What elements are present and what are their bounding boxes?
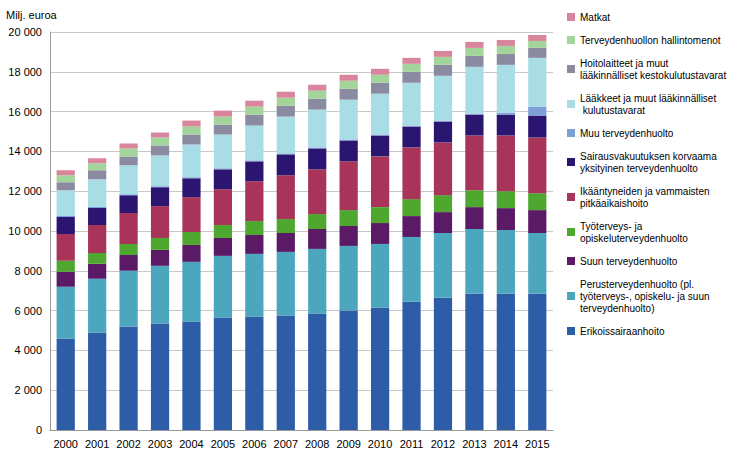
svg-text:Milj. euroa: Milj. euroa — [6, 9, 58, 21]
svg-text:Suun terveydenhuolto: Suun terveydenhuolto — [580, 256, 678, 267]
svg-text:2000: 2000 — [53, 438, 77, 450]
svg-text:2008: 2008 — [305, 438, 329, 450]
svg-text:Sairausvakuutuksen korvaama: Sairausvakuutuksen korvaama — [580, 151, 720, 162]
svg-text:0: 0 — [36, 424, 42, 436]
svg-text:Ikääntyneiden ja vammaisten: Ikääntyneiden ja vammaisten — [580, 186, 712, 197]
svg-text:8 000: 8 000 — [14, 265, 42, 277]
svg-text:10 000: 10 000 — [8, 225, 42, 237]
svg-text:12 000: 12 000 — [8, 185, 42, 197]
svg-text:2013: 2013 — [462, 438, 486, 450]
svg-text:2007: 2007 — [274, 438, 298, 450]
svg-text:2001: 2001 — [85, 438, 109, 450]
svg-text:Työterveys- ja: Työterveys- ja — [580, 221, 645, 232]
svg-text:2012: 2012 — [431, 438, 455, 450]
svg-text:Erikoissairaanhoito: Erikoissairaanhoito — [580, 326, 665, 337]
svg-text:2003: 2003 — [148, 438, 172, 450]
svg-text:työterveys-, opiskelu- ja suun: työterveys-, opiskelu- ja suun — [580, 291, 712, 302]
svg-text:Matkat: Matkat — [580, 12, 610, 23]
svg-text:Hoitolaitteet ja muut: Hoitolaitteet ja muut — [580, 58, 671, 69]
svg-text:lääkinnälliset kestokulutustav: lääkinnälliset kestokulutustavarat — [580, 70, 726, 81]
svg-text:2002: 2002 — [116, 438, 140, 450]
svg-text:16 000: 16 000 — [8, 106, 42, 118]
svg-text:2010: 2010 — [368, 438, 392, 450]
svg-text:2014: 2014 — [494, 438, 518, 450]
svg-text:Muu terveydenhuolto: Muu terveydenhuolto — [580, 128, 674, 139]
svg-text:18 000: 18 000 — [8, 66, 42, 78]
svg-text:4 000: 4 000 — [14, 344, 42, 356]
svg-text:2004: 2004 — [179, 438, 203, 450]
svg-text:6 000: 6 000 — [14, 305, 42, 317]
svg-text:14 000: 14 000 — [8, 145, 42, 157]
svg-text:yksityinen terveydenhuolto: yksityinen terveydenhuolto — [580, 163, 698, 174]
svg-text:2011: 2011 — [400, 438, 424, 450]
svg-text:kulutustavarat: kulutustavarat — [580, 105, 645, 116]
svg-text:Lääkkeet ja muut lääkinnällise: Lääkkeet ja muut lääkinnälliset — [580, 93, 716, 104]
svg-text:Perusterveydenhuolto (pl.: Perusterveydenhuolto (pl. — [580, 279, 697, 290]
svg-text:2009: 2009 — [336, 438, 360, 450]
svg-text:2015: 2015 — [525, 438, 549, 450]
svg-text:pitkäaikaishoito: pitkäaikaishoito — [580, 198, 649, 209]
svg-text:2005: 2005 — [211, 438, 235, 450]
svg-text:2 000: 2 000 — [14, 384, 42, 396]
svg-text:Terveydenhuollon hallintomenot: Terveydenhuollon hallintomenot — [580, 35, 721, 46]
svg-text:opiskeluterveydenhuolto: opiskeluterveydenhuolto — [580, 233, 688, 244]
svg-text:terveydenhuolto): terveydenhuolto) — [580, 303, 655, 314]
svg-text:2006: 2006 — [242, 438, 266, 450]
svg-text:20 000: 20 000 — [8, 26, 42, 38]
